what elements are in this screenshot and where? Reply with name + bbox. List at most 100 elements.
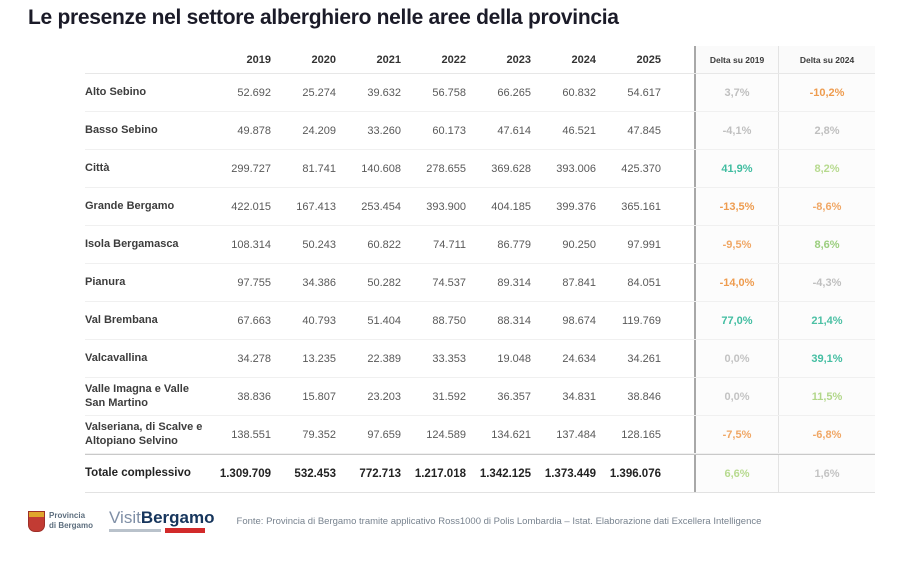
year-value: 19.048: [497, 352, 531, 365]
year-value: 97.991: [627, 238, 661, 251]
year-value: 1.373.449: [544, 467, 596, 480]
year-header: 2019: [246, 53, 271, 66]
year-value: 1.217.018: [414, 467, 466, 480]
table-row: Alto Sebino 52.692 25.274 39.632 56.758 66.26…: [85, 74, 875, 112]
page-title: Le presenze nel settore alberghiero nell…: [28, 6, 619, 29]
year-value: 60.832: [562, 86, 596, 99]
year-value: 425.370: [621, 162, 661, 175]
row-label: Val Brembana: [85, 313, 158, 326]
year-value: 47.614: [497, 124, 531, 137]
provincia-logo-line1: Provincia: [49, 511, 86, 521]
visit-word: Visit: [109, 508, 141, 527]
year-header: 2024: [571, 53, 596, 66]
row-label: Valseriana, di Scalve e Altopiano Selvin…: [85, 420, 203, 447]
year-value: 88.314: [497, 314, 531, 327]
delta-2024-value: -10,2%: [778, 74, 875, 111]
row-gap: [667, 340, 694, 377]
row-label: Grande Bergamo: [85, 199, 175, 212]
year-value: 81.741: [302, 162, 336, 175]
year-value: 365.161: [621, 200, 661, 213]
footer: Provincia di Bergamo VisitBergamo Fonte:…: [28, 501, 878, 541]
header-gap: [667, 46, 694, 73]
year-value: 39.632: [367, 86, 401, 99]
year-header: 2023: [506, 53, 531, 66]
visit-bergamo-wordmark: VisitBergamo: [109, 509, 215, 526]
year-value: 15.807: [302, 390, 336, 403]
year-value: 34.261: [627, 352, 661, 365]
year-value: 50.282: [367, 276, 401, 289]
year-value: 128.165: [621, 428, 661, 441]
row-label: Valcavallina: [85, 351, 148, 364]
year-value: 88.750: [432, 314, 466, 327]
year-value: 399.376: [556, 200, 596, 213]
year-value: 422.015: [231, 200, 271, 213]
table-header-row: 2019 2020 2021 2022 2023 2024 2025 Delta su 201…: [85, 46, 875, 74]
year-value: 38.836: [237, 390, 271, 403]
year-value: 56.758: [432, 86, 466, 99]
delta-2019-value: -7,5%: [694, 416, 778, 453]
row-label: Isola Bergamasca: [85, 237, 179, 250]
total-row: Totale complessivo 1.309.709 532.453 772.71…: [85, 454, 875, 493]
table-row: Valcavallina 34.278 13.235 22.389 33.353 19.0…: [85, 340, 875, 378]
row-label: Totale complessivo: [85, 467, 191, 480]
row-gap: [667, 150, 694, 187]
source-text: Fonte: Provincia di Bergamo tramite appl…: [236, 515, 762, 527]
year-value: 1.342.125: [479, 467, 531, 480]
year-value: 89.314: [497, 276, 531, 289]
row-gap: [667, 455, 694, 492]
row-gap: [667, 188, 694, 225]
row-gap: [667, 226, 694, 263]
year-value: 33.260: [367, 124, 401, 137]
tagline-bar-icon: [109, 529, 162, 532]
delta-2024-value: 2,8%: [778, 112, 875, 149]
visit-bergamo-logo: VisitBergamo: [109, 509, 215, 533]
delta-2024-value: -4,3%: [778, 264, 875, 301]
table-row: Pianura 97.755 34.386 50.282 74.537 89.314 87.…: [85, 264, 875, 302]
year-value: 52.692: [237, 86, 271, 99]
table-row: Valseriana, di Scalve e Altopiano Selvin…: [85, 416, 875, 454]
year-value: 278.655: [426, 162, 466, 175]
year-value: 60.173: [432, 124, 466, 137]
year-value: 140.608: [361, 162, 401, 175]
year-value: 74.537: [432, 276, 466, 289]
table-row: Val Brembana 67.663 40.793 51.404 88.750 88.3…: [85, 302, 875, 340]
year-value: 46.521: [562, 124, 596, 137]
year-value: 393.900: [426, 200, 466, 213]
year-value: 66.265: [497, 86, 531, 99]
year-value: 49.878: [237, 124, 271, 137]
row-label: Basso Sebino: [85, 123, 158, 136]
year-value: 23.203: [367, 390, 401, 403]
year-value: 84.051: [627, 276, 661, 289]
row-label: Città: [85, 161, 110, 174]
red-stripe-icon: [165, 528, 206, 533]
bergamo-word: Bergamo: [140, 508, 215, 527]
year-value: 67.663: [237, 314, 271, 327]
year-value: 36.357: [497, 390, 531, 403]
year-value: 134.621: [491, 428, 531, 441]
year-header: 2020: [311, 53, 336, 66]
table-row: Valle Imagna e Valle San Martino 38.836 15…: [85, 378, 875, 416]
delta-2024-value: 21,4%: [778, 302, 875, 339]
year-value: 1.396.076: [609, 467, 661, 480]
delta-2019-value: -13,5%: [694, 188, 778, 225]
year-value: 24.634: [562, 352, 596, 365]
year-value: 532.453: [294, 467, 336, 480]
year-value: 31.592: [432, 390, 466, 403]
delta-2019-value: -9,5%: [694, 226, 778, 263]
delta-2019-value: 77,0%: [694, 302, 778, 339]
year-value: 137.484: [556, 428, 596, 441]
row-gap: [667, 112, 694, 149]
row-gap: [667, 416, 694, 453]
year-value: 38.846: [627, 390, 661, 403]
row-label: Valle Imagna e Valle San Martino: [85, 382, 189, 409]
year-value: 24.209: [302, 124, 336, 137]
delta-2019-header: Delta su 2019: [694, 46, 778, 73]
year-value: 50.243: [302, 238, 336, 251]
delta-2024-value: -6,8%: [778, 416, 875, 453]
year-value: 47.845: [627, 124, 661, 137]
year-value: 79.352: [302, 428, 336, 441]
year-value: 86.779: [497, 238, 531, 251]
delta-2019-value: -14,0%: [694, 264, 778, 301]
year-header: 2025: [636, 53, 661, 66]
row-gap: [667, 264, 694, 301]
